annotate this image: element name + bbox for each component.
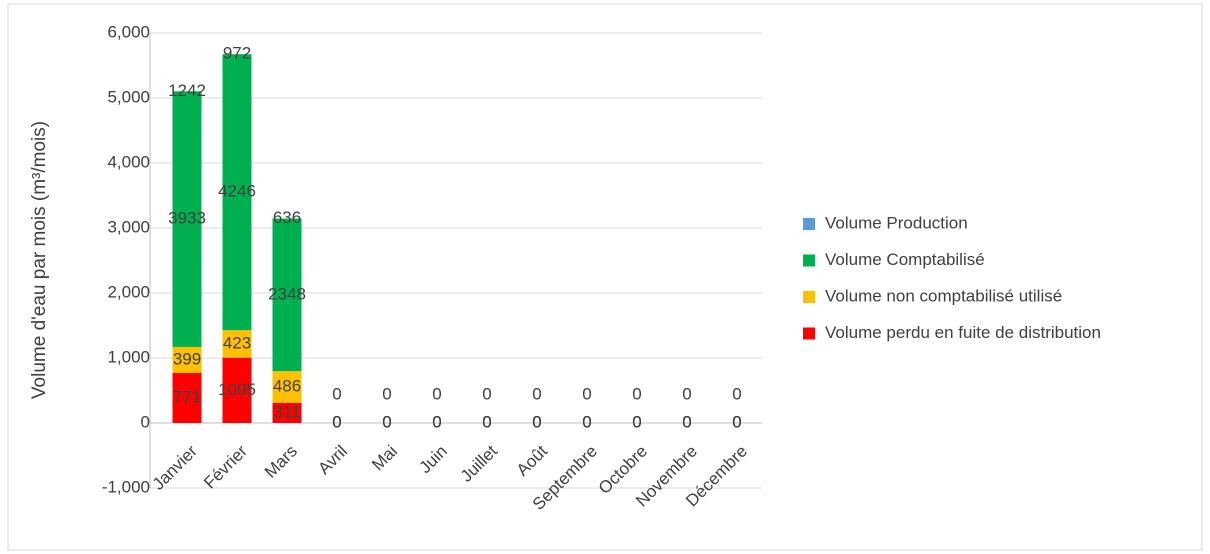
y-tick-label: 1,000 <box>107 347 150 366</box>
data-label: 0 <box>332 412 341 431</box>
data-label: 4246 <box>218 182 256 201</box>
data-label: 0 <box>532 384 541 403</box>
data-label: 1242 <box>168 81 206 100</box>
chart-border <box>7 3 1203 551</box>
legend-label: Volume perdu en fuite de distribution <box>825 323 1101 342</box>
data-label: 0 <box>432 384 441 403</box>
data-label: 486 <box>273 376 301 395</box>
data-label: 0 <box>632 384 641 403</box>
bar-segment <box>272 218 302 372</box>
data-label: 0 <box>632 412 641 431</box>
bar-segment <box>172 346 202 373</box>
y-tick-label: -1,000 <box>102 477 150 496</box>
data-label: 0 <box>582 412 591 431</box>
data-label: 3933 <box>168 209 206 228</box>
y-tick-label: 6,000 <box>107 22 150 41</box>
data-label: 0 <box>532 412 541 431</box>
legend-label: Volume Comptabilisé <box>825 250 985 269</box>
data-label: 0 <box>582 384 591 403</box>
bar-segment <box>172 372 202 423</box>
data-label: 0 <box>482 384 491 403</box>
data-label: 0 <box>382 412 391 431</box>
data-label: 311 <box>273 402 300 421</box>
data-label: 0 <box>332 412 341 431</box>
data-label: 0 <box>582 412 591 431</box>
data-label: 0 <box>682 412 691 431</box>
y-axis-title: Volume d'eau par mois (m³/mois) <box>29 121 50 399</box>
bar-segment <box>172 91 202 347</box>
data-label: 0 <box>332 412 341 431</box>
data-label: 0 <box>732 412 741 431</box>
data-label: 2348 <box>268 284 306 303</box>
data-label: 0 <box>482 412 491 431</box>
legend-label: Volume non comptabilisé utilisé <box>825 286 1062 305</box>
data-label: 0 <box>682 412 691 431</box>
data-label: 0 <box>682 384 691 403</box>
data-label: 0 <box>732 412 741 431</box>
data-label: 0 <box>432 412 441 431</box>
data-label: 0 <box>732 412 741 431</box>
legend-swatch <box>803 218 815 230</box>
y-tick-label: 2,000 <box>107 282 150 301</box>
data-label: 0 <box>632 412 641 431</box>
data-label: 0 <box>382 384 391 403</box>
bar-segment <box>272 371 302 403</box>
data-label: 0 <box>632 412 641 431</box>
data-label: 0 <box>582 412 591 431</box>
bar-segment <box>222 54 252 331</box>
data-label: 1005 <box>218 380 256 399</box>
bar-segment <box>222 357 252 423</box>
data-label: 0 <box>532 412 541 431</box>
bar-segment <box>222 330 252 358</box>
data-label: 0 <box>382 412 391 431</box>
legend-label: Volume Production <box>825 213 968 232</box>
data-label: 0 <box>332 384 341 403</box>
data-label: 0 <box>532 412 541 431</box>
y-tick-label: 3,000 <box>107 217 150 236</box>
y-tick-label: 4,000 <box>107 152 150 171</box>
data-label: 972 <box>223 44 251 63</box>
data-label: 0 <box>432 412 441 431</box>
data-label: 0 <box>682 412 691 431</box>
data-label: 636 <box>273 208 301 227</box>
data-label: 0 <box>482 412 491 431</box>
legend-swatch <box>803 291 815 303</box>
data-label: 0 <box>482 412 491 431</box>
legend-swatch <box>803 327 815 340</box>
data-label: 399 <box>173 349 201 368</box>
data-label: 0 <box>732 384 741 403</box>
legend-swatch <box>803 254 815 267</box>
y-tick-label: 0 <box>141 412 150 431</box>
data-label: 771 <box>173 387 201 406</box>
data-label: 423 <box>223 333 251 352</box>
bar-segment <box>272 402 302 423</box>
data-label: 0 <box>382 412 391 431</box>
y-tick-label: 5,000 <box>107 87 150 106</box>
data-label: 0 <box>432 412 441 431</box>
